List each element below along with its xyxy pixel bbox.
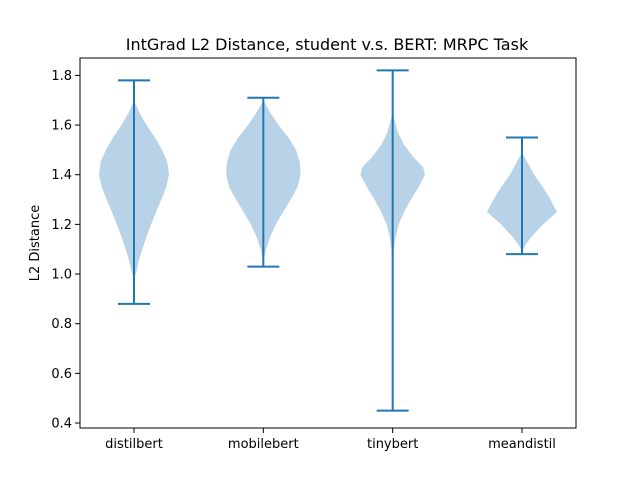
y-axis: 0.4 0.6 0.8 1.0 1.2 1.4 1.6 1.8 [51, 69, 80, 432]
y-tick-label: 1.6 [51, 119, 72, 134]
y-tick-label: 0.8 [51, 317, 72, 332]
plot-frame [79, 57, 577, 429]
y-tick-label: 1.8 [51, 69, 72, 84]
x-tick-label: mobilebert [228, 437, 299, 452]
y-tick-label: 1.4 [51, 168, 72, 183]
y-tick-label: 0.4 [51, 417, 72, 432]
x-tick-label: distilbert [105, 437, 163, 452]
x-axis: distilbert mobilebert tinybert meandistil [105, 428, 556, 452]
y-tick-label: 1.2 [51, 218, 72, 233]
x-tick-label: tinybert [367, 437, 418, 452]
violin-bodies [99, 100, 557, 280]
x-tick-label: meandistil [488, 437, 556, 452]
y-tick-label: 0.6 [51, 367, 72, 382]
y-axis-label: L2 Distance [28, 205, 43, 282]
y-tick-label: 1.0 [51, 268, 72, 283]
chart-title: IntGrad L2 Distance, student v.s. BERT: … [126, 35, 529, 54]
violin-whiskers [118, 69, 538, 412]
